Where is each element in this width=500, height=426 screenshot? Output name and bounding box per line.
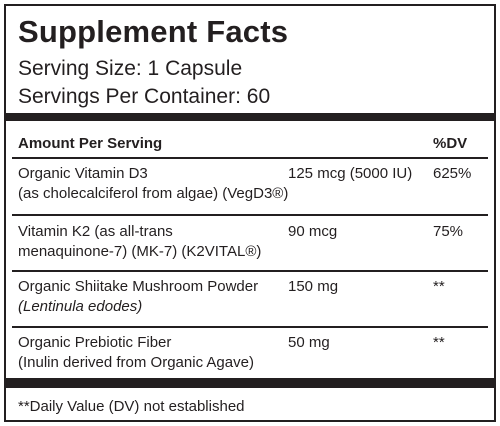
thick-rule (6, 113, 494, 121)
amount: 125 mcg (5000 IU) (288, 165, 413, 182)
footnote: **Daily Value (DV) not established (18, 398, 245, 415)
header-rule (12, 157, 488, 159)
daily-value: ** (433, 334, 445, 351)
row-rule (12, 214, 488, 216)
row-rule (12, 270, 488, 272)
row-rule (12, 326, 488, 328)
title: Supplement Facts (18, 14, 289, 49)
column-header: Amount Per Serving (18, 135, 163, 152)
serving-size: Serving Size: 1 Capsule (18, 57, 243, 80)
ingredient-name: Organic Prebiotic Fiber (18, 334, 172, 351)
amount: 90 mcg (288, 223, 338, 240)
daily-value: ** (433, 278, 445, 295)
label-border (4, 4, 496, 422)
amount: 150 mg (288, 278, 339, 295)
ingredient-name: Vitamin K2 (as all-trans (18, 223, 173, 240)
ingredient-detail: (as cholecalciferol from algae) (VegD3®) (18, 185, 289, 202)
thick-rule (6, 378, 494, 388)
ingredient-detail: (Inulin derived from Organic Agave) (18, 354, 254, 371)
ingredient-detail: menaquinone-7) (MK-7) (K2VITAL®) (18, 243, 262, 260)
column-header: %DV (433, 135, 468, 152)
ingredient-name: Organic Vitamin D3 (18, 165, 148, 182)
ingredient-name: Organic Shiitake Mushroom Powder (18, 278, 259, 295)
amount: 50 mg (288, 334, 330, 351)
daily-value: 75% (433, 223, 464, 240)
daily-value: 625% (433, 165, 472, 182)
ingredient-detail: (Lentinula edodes) (18, 298, 143, 315)
servings-per-container: Servings Per Container: 60 (18, 85, 271, 108)
